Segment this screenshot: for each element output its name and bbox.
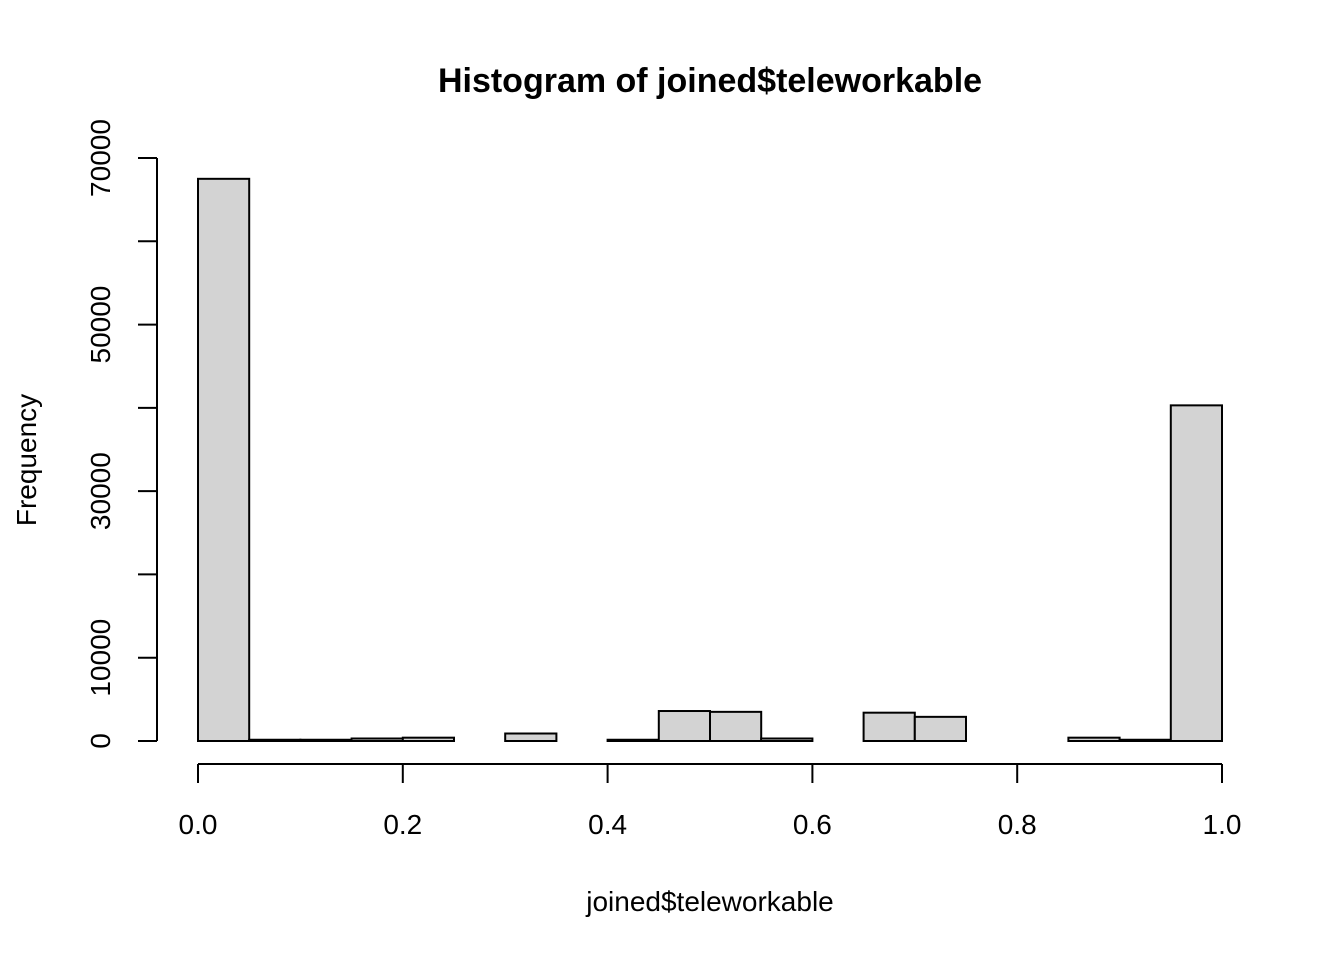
x-axis: 0.0 0.2 0.4 0.6 0.8 1.0 <box>179 763 1242 840</box>
x-axis-label: joined$teleworkable <box>585 886 834 917</box>
y-tick-label: 50000 <box>85 286 116 364</box>
histogram-bar <box>760 737 814 742</box>
y-tick-label: 10000 <box>85 619 116 697</box>
histogram-bar <box>248 738 302 743</box>
x-tick-label: 0.2 <box>383 809 422 840</box>
y-tick-label: 30000 <box>85 452 116 530</box>
x-tick-label: 0.0 <box>179 809 218 840</box>
histogram-bars <box>197 177 1224 743</box>
histogram-bar <box>350 737 404 742</box>
chart-title: Histogram of joined$teleworkable <box>438 62 982 100</box>
histogram-bar <box>862 711 916 743</box>
x-tick-label: 0.4 <box>588 809 627 840</box>
histogram-bar <box>401 736 455 743</box>
histogram-bar <box>709 710 763 742</box>
histogram-bar <box>1067 736 1121 743</box>
y-axis-label: Frequency <box>11 394 42 526</box>
x-tick-label: 0.8 <box>998 809 1037 840</box>
histogram-bar <box>197 177 251 743</box>
histogram-bar <box>913 715 967 743</box>
histogram-bar <box>657 710 711 743</box>
histogram-bar <box>504 732 558 742</box>
y-axis: 0 10000 30000 50000 70000 <box>85 119 158 749</box>
histogram-bar <box>299 738 353 743</box>
histogram-bar <box>1118 738 1172 743</box>
histogram-bar <box>1169 404 1224 742</box>
x-tick-label: 0.6 <box>793 809 832 840</box>
y-tick-label: 70000 <box>85 119 116 197</box>
y-tick-label: 0 <box>85 733 116 749</box>
x-tick-label: 1.0 <box>1203 809 1242 840</box>
histogram-bar <box>606 738 660 743</box>
